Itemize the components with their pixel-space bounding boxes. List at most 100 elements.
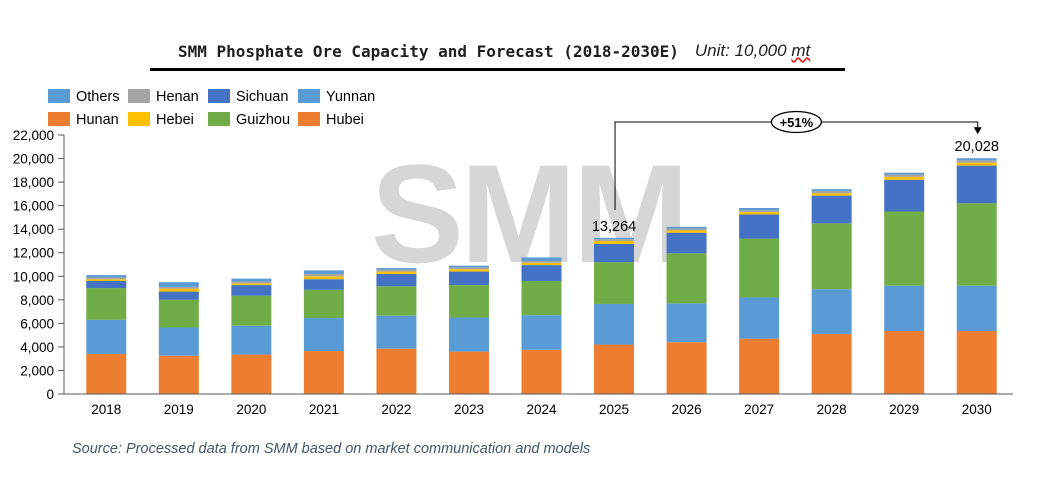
bar-segment-henan: [86, 277, 127, 280]
bar-segment-others: [448, 265, 489, 268]
bar-segment-guizhou: [521, 280, 562, 316]
bar-segment-sichuan: [521, 265, 562, 281]
bar-segment-hubei: [376, 348, 417, 394]
x-tick-label: 2027: [744, 402, 774, 417]
bar-segment-guizhou: [376, 286, 417, 316]
bar-segment-others: [594, 237, 635, 240]
bar-segment-sichuan: [811, 195, 852, 224]
bar-segment-yunnan: [666, 303, 707, 343]
chart-title: SMM Phosphate Ore Capacity and Forecast …: [178, 42, 679, 61]
y-tick-label: 6,000: [20, 316, 54, 331]
bar-segment-others: [158, 282, 199, 287]
bar-segment-hubei: [231, 354, 272, 394]
legend-label-sichuan: Sichuan: [236, 89, 288, 105]
x-tick-label: 2020: [236, 402, 266, 417]
source-note: Source: Processed data from SMM based on…: [72, 441, 591, 457]
bar-segment-hubei: [448, 351, 489, 394]
legend-swatch-hebei: [128, 112, 150, 126]
legend-swatch-others: [48, 89, 70, 103]
bar-segment-yunnan: [158, 327, 199, 356]
x-tick-label: 2025: [599, 402, 629, 417]
bar-segment-hubei: [158, 355, 199, 394]
x-tick-label: 2026: [672, 402, 702, 417]
bar-segment-guizhou: [86, 288, 127, 320]
y-tick-label: 20,000: [13, 152, 54, 167]
bar-segment-hebei: [811, 193, 852, 196]
bar-segment-hebei: [594, 240, 635, 244]
bar-segment-sichuan: [956, 165, 997, 204]
bar-segment-sichuan: [884, 179, 925, 212]
y-tick-label: 14,000: [13, 222, 54, 237]
bar-segment-others: [739, 207, 780, 211]
bar-segment-hebei: [884, 176, 925, 180]
bar-segment-hebei: [303, 276, 344, 280]
data-label-total: 20,028: [955, 139, 999, 155]
bar-segment-guizhou: [956, 203, 997, 286]
bar-segment-yunnan: [811, 289, 852, 334]
bar-segment-sichuan: [666, 232, 707, 254]
bar-segment-sichuan: [231, 285, 272, 296]
legend-label-yunnan: Yunnan: [326, 89, 375, 105]
y-tick-label: 10,000: [13, 269, 54, 284]
chart-unit: Unit: 10,000 mt: [695, 41, 810, 61]
bar-segment-sichuan: [158, 291, 199, 300]
chart-title-bar: SMM Phosphate Ore Capacity and Forecast …: [150, 38, 845, 71]
y-tick-label: 22,000: [13, 128, 54, 143]
bar-segment-hebei: [739, 212, 780, 215]
bar-segment-hebei: [666, 230, 707, 233]
bar-segment-yunnan: [303, 318, 344, 352]
x-tick-label: 2019: [164, 402, 194, 417]
unit-label: Unit: 10,000: [694, 41, 787, 60]
bar-segment-sichuan: [594, 243, 635, 263]
legend-label-guizhou: Guizhou: [236, 112, 290, 128]
legend-label-others: Others: [76, 89, 120, 105]
legend-swatch-hubei: [298, 112, 320, 126]
legend-label-hunan: Hunan: [76, 112, 119, 128]
bar-segment-guizhou: [594, 262, 635, 304]
bar-segment-henan: [884, 174, 925, 177]
legend-label-hubei: Hubei: [326, 112, 364, 128]
bar-segment-hubei: [956, 331, 997, 394]
bar-segment-guizhou: [158, 299, 199, 328]
bar-segment-yunnan: [86, 319, 127, 354]
legend-swatch-yunnan: [298, 89, 320, 103]
bar-segment-hebei: [956, 162, 997, 166]
bar-segment-guizhou: [448, 285, 489, 318]
bar-segment-sichuan: [303, 279, 344, 290]
legend-label-henan: Henan: [156, 89, 199, 105]
x-tick-label: 2022: [381, 402, 411, 417]
bar-segment-hubei: [739, 338, 780, 394]
legend-swatch-sichuan: [208, 89, 230, 103]
bar-segment-sichuan: [376, 273, 417, 287]
bar-segment-others: [666, 226, 707, 229]
bar-segment-yunnan: [594, 303, 635, 345]
bar-segment-yunnan: [231, 325, 272, 355]
legend-swatch-hunan: [48, 112, 70, 126]
bar-segment-hubei: [303, 351, 344, 394]
bar-segment-guizhou: [884, 211, 925, 286]
bar-segment-henan: [303, 273, 344, 277]
growth-badge: [770, 110, 823, 134]
bar-segment-hubei: [811, 333, 852, 394]
x-tick-label: 2028: [817, 402, 847, 417]
bar-segment-guizhou: [231, 295, 272, 326]
bar-segment-hubei: [884, 331, 925, 394]
bar-segment-hebei: [231, 283, 272, 286]
bar-segment-yunnan: [521, 315, 562, 350]
growth-label: +51%: [780, 115, 814, 130]
bar-segment-hebei: [448, 269, 489, 272]
bar-segment-henan: [521, 260, 562, 263]
x-tick-label: 2029: [889, 402, 919, 417]
bar-segment-guizhou: [303, 289, 344, 319]
bar-segment-others: [521, 257, 562, 261]
bar-segment-yunnan: [448, 317, 489, 352]
legend-label-hebei: Hebei: [156, 112, 194, 128]
bar-segment-henan: [158, 286, 199, 289]
y-tick-label: 12,000: [13, 246, 54, 261]
bar-segment-hubei: [666, 342, 707, 394]
bar-segment-hebei: [376, 271, 417, 274]
bar-segment-hebei: [521, 262, 562, 266]
y-tick-label: 8,000: [20, 293, 54, 308]
bar-segment-hubei: [521, 349, 562, 394]
